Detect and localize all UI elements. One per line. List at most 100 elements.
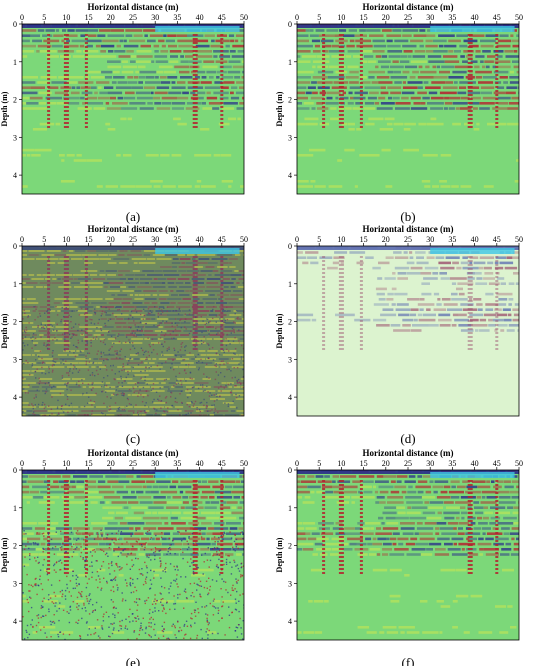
- panel-caption-b: (b): [400, 209, 415, 224]
- x-tick-label: 50: [240, 235, 248, 244]
- x-tick-label: 0: [295, 235, 299, 244]
- x-tick-label: 0: [295, 13, 299, 22]
- y-tick-label: 0: [13, 466, 17, 475]
- x-tick-label: 5: [42, 459, 46, 468]
- panel-d: Horizontal distance (m)0 5 10 15 20 25 30 35 40 4…: [275, 224, 523, 446]
- y-tick-label: 3: [288, 133, 292, 142]
- x-tick-label: 0: [20, 13, 24, 22]
- x-axis-label: Horizontal distance (m): [88, 2, 179, 12]
- y-tick-label: 4: [288, 617, 292, 626]
- panel-caption-f: (f): [402, 655, 415, 666]
- x-tick-label: 35: [173, 235, 181, 244]
- y-tick-label: 3: [13, 579, 17, 588]
- radargram-d: [297, 246, 519, 416]
- x-tick-label: 10: [62, 13, 70, 22]
- x-axis-label: Horizontal distance (m): [363, 448, 454, 458]
- x-tick-label: 40: [471, 13, 479, 22]
- y-axis-label: Depth (m): [0, 313, 9, 348]
- x-tick-label: 5: [42, 13, 46, 22]
- x-tick-label: 5: [317, 459, 321, 468]
- x-tick-label: 40: [196, 459, 204, 468]
- x-tick-label: 15: [360, 235, 368, 244]
- x-tick-label: 30: [426, 235, 434, 244]
- y-tick-label: 3: [288, 579, 292, 588]
- y-tick-label: 1: [13, 504, 17, 513]
- x-tick-label: 5: [317, 13, 321, 22]
- x-tick-label: 45: [493, 13, 501, 22]
- y-axis-label: Depth (m): [275, 313, 284, 348]
- y-tick-label: 0: [288, 20, 292, 29]
- panel-f: Horizontal distance (m)0 5 10 15 20 25 30 35 40 4…: [275, 448, 523, 666]
- x-tick-label: 30: [426, 13, 434, 22]
- x-axis-label: Horizontal distance (m): [363, 224, 454, 234]
- panel-caption-a: (a): [126, 209, 140, 224]
- y-tick-label: 2: [13, 96, 17, 105]
- radargram-f: [297, 470, 519, 640]
- x-tick-label: 50: [240, 459, 248, 468]
- x-tick-label: 20: [107, 459, 115, 468]
- x-tick-label: 25: [404, 459, 412, 468]
- y-tick-label: 3: [288, 355, 292, 364]
- x-tick-label: 45: [218, 235, 226, 244]
- y-tick-label: 1: [13, 58, 17, 67]
- y-tick-label: 3: [13, 133, 17, 142]
- panel-a: Horizontal distance (m)0 5 10 15 20 25 30 35 40 4…: [0, 2, 248, 224]
- y-tick-label: 4: [13, 617, 17, 626]
- x-tick-label: 35: [173, 459, 181, 468]
- y-tick-label: 3: [13, 355, 17, 364]
- x-tick-label: 10: [337, 13, 345, 22]
- y-tick-label: 1: [288, 504, 292, 513]
- x-tick-label: 45: [493, 235, 501, 244]
- x-tick-label: 40: [196, 13, 204, 22]
- y-tick-label: 2: [288, 96, 292, 105]
- x-tick-label: 35: [448, 235, 456, 244]
- y-tick-label: 0: [13, 20, 17, 29]
- y-tick-label: 0: [288, 242, 292, 251]
- x-tick-label: 5: [42, 235, 46, 244]
- y-tick-label: 4: [288, 393, 292, 402]
- y-tick-label: 2: [288, 542, 292, 551]
- x-tick-label: 50: [515, 235, 523, 244]
- x-tick-label: 20: [382, 235, 390, 244]
- x-tick-label: 30: [151, 13, 159, 22]
- panel-caption-c: (c): [126, 431, 140, 446]
- y-axis-label: Depth (m): [275, 537, 284, 572]
- x-tick-label: 20: [107, 13, 115, 22]
- radargram-b: [297, 24, 519, 194]
- x-tick-label: 10: [337, 459, 345, 468]
- y-tick-label: 0: [288, 466, 292, 475]
- panel-caption-d: (d): [400, 431, 415, 446]
- radargram-c: [22, 246, 244, 416]
- y-tick-label: 4: [288, 171, 292, 180]
- x-tick-label: 0: [20, 459, 24, 468]
- x-tick-label: 0: [20, 235, 24, 244]
- x-tick-label: 20: [382, 13, 390, 22]
- x-tick-label: 35: [448, 459, 456, 468]
- x-tick-label: 25: [129, 459, 137, 468]
- x-tick-label: 25: [404, 13, 412, 22]
- y-axis-label: Depth (m): [0, 537, 9, 572]
- x-tick-label: 50: [515, 13, 523, 22]
- y-tick-label: 0: [13, 242, 17, 251]
- x-tick-label: 30: [151, 235, 159, 244]
- x-tick-label: 15: [85, 459, 93, 468]
- radargram-a: [22, 24, 244, 194]
- x-tick-label: 35: [173, 13, 181, 22]
- x-tick-label: 40: [196, 235, 204, 244]
- panel-caption-e: (e): [126, 655, 140, 666]
- panel-b: Horizontal distance (m)0 5 10 15 20 25 30 35 40 4…: [275, 2, 523, 224]
- x-tick-label: 45: [218, 459, 226, 468]
- radargram-e: [22, 470, 244, 640]
- y-axis-label: Depth (m): [275, 91, 284, 126]
- x-tick-label: 20: [382, 459, 390, 468]
- x-tick-label: 10: [62, 459, 70, 468]
- x-tick-label: 5: [317, 235, 321, 244]
- x-tick-label: 15: [85, 235, 93, 244]
- x-tick-label: 30: [151, 459, 159, 468]
- x-tick-label: 50: [240, 13, 248, 22]
- y-tick-label: 1: [288, 280, 292, 289]
- y-tick-label: 2: [13, 318, 17, 327]
- x-tick-label: 35: [448, 13, 456, 22]
- y-tick-label: 1: [288, 58, 292, 67]
